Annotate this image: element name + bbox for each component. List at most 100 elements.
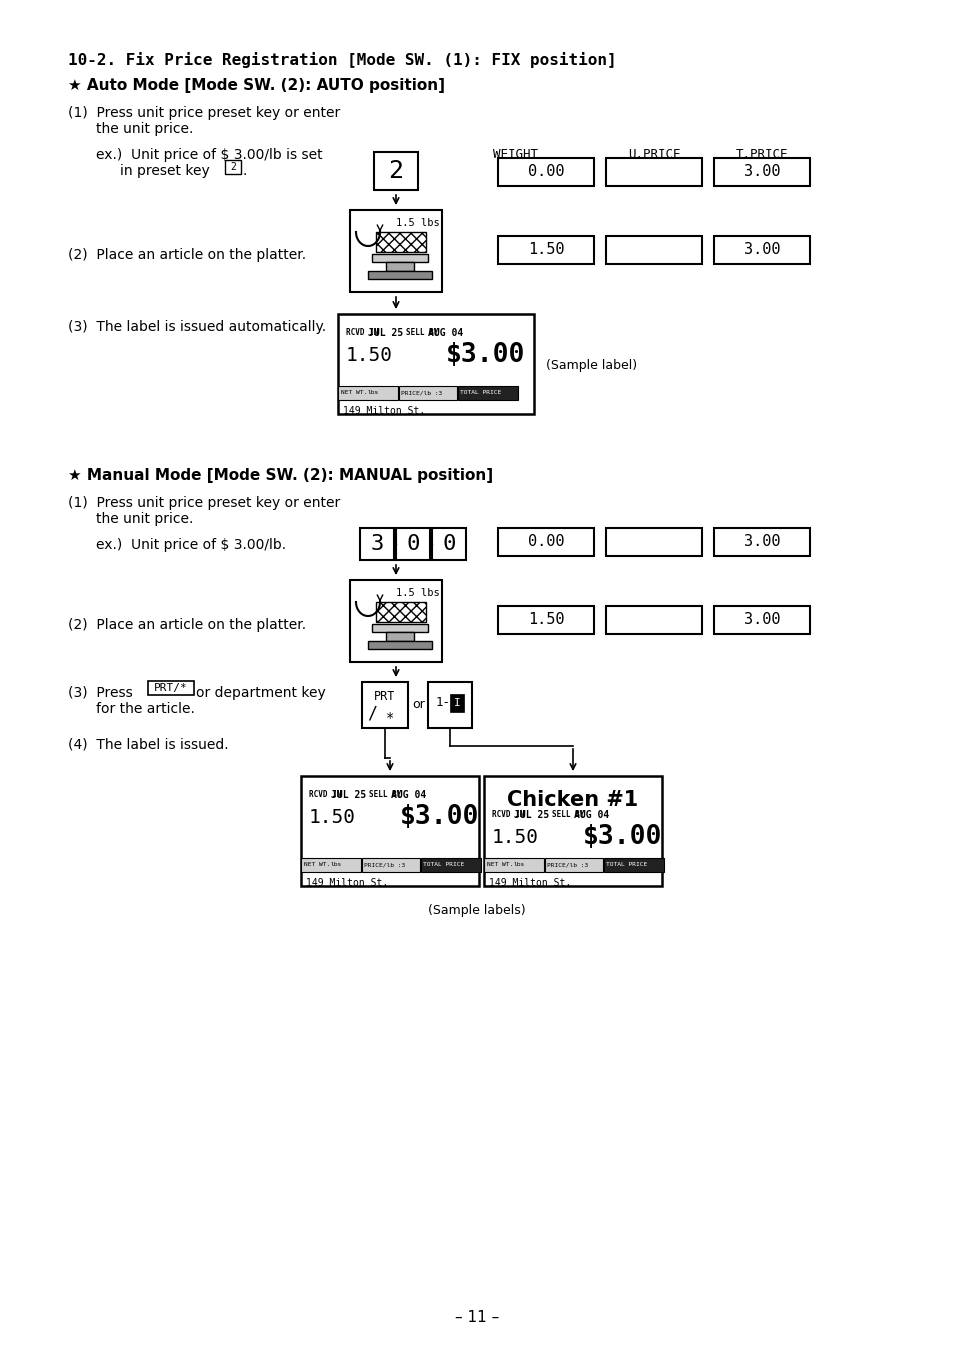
Text: TOTAL PRICE: TOTAL PRICE — [605, 863, 646, 868]
Bar — [375, 603, 426, 621]
Text: ★ Manual Mode [Mode SW. (2): MANUAL position]: ★ Manual Mode [Mode SW. (2): MANUAL posi… — [68, 468, 493, 483]
Bar — [497, 236, 594, 264]
Text: 3.00: 3.00 — [743, 612, 780, 628]
Bar — [605, 158, 701, 186]
Bar — [350, 210, 441, 293]
Bar — [395, 528, 430, 559]
Text: (2)  Place an article on the platter.: (2) Place an article on the platter. — [68, 248, 306, 262]
Text: 0: 0 — [406, 534, 419, 554]
Bar — [605, 607, 701, 634]
Text: Chicken #1: Chicken #1 — [507, 790, 638, 810]
Bar — [497, 607, 594, 634]
Text: JUL 25: JUL 25 — [514, 810, 549, 820]
Text: JUL 25: JUL 25 — [331, 790, 366, 799]
Text: 149 Milton St.: 149 Milton St. — [306, 878, 388, 888]
Text: 0.00: 0.00 — [527, 164, 563, 179]
Bar — [457, 386, 517, 400]
Text: ex.)  Unit price of $ 3.00/lb is set: ex.) Unit price of $ 3.00/lb is set — [96, 148, 322, 162]
Text: 1-: 1- — [436, 696, 451, 709]
Bar — [420, 857, 480, 872]
Text: 1.50: 1.50 — [346, 346, 393, 365]
Text: ★ Auto Mode [Mode SW. (2): AUTO position]: ★ Auto Mode [Mode SW. (2): AUTO position… — [68, 78, 444, 93]
Bar — [372, 624, 428, 632]
Bar — [713, 607, 809, 634]
Text: 1.5 lbs: 1.5 lbs — [395, 588, 439, 599]
Text: JUL 25: JUL 25 — [368, 328, 403, 338]
Text: 3.00: 3.00 — [743, 535, 780, 550]
Text: 3.00: 3.00 — [743, 243, 780, 257]
Bar — [544, 857, 602, 872]
Text: in preset key: in preset key — [120, 164, 210, 178]
Bar — [350, 580, 441, 662]
Text: (Sample labels): (Sample labels) — [428, 905, 525, 917]
Text: PRICE/lb :3: PRICE/lb :3 — [400, 391, 442, 395]
Text: SELL BY: SELL BY — [406, 328, 438, 337]
Bar — [713, 528, 809, 555]
Text: 2: 2 — [230, 162, 235, 173]
Text: AUG 04: AUG 04 — [428, 328, 463, 338]
Text: 149 Milton St.: 149 Milton St. — [489, 878, 571, 888]
Bar — [605, 236, 701, 264]
Text: (1)  Press unit price preset key or enter: (1) Press unit price preset key or enter — [68, 496, 340, 510]
Text: NET WT.: NET WT. — [340, 391, 367, 395]
Bar — [148, 681, 193, 696]
Bar — [603, 857, 663, 872]
Text: I: I — [453, 698, 460, 708]
Text: (2)  Place an article on the platter.: (2) Place an article on the platter. — [68, 617, 306, 632]
Text: 10-2. Fix Price Registration [Mode SW. (1): FIX position]: 10-2. Fix Price Registration [Mode SW. (… — [68, 53, 616, 67]
Text: (Sample label): (Sample label) — [545, 360, 637, 372]
Text: AUG 04: AUG 04 — [391, 790, 426, 799]
Text: TOTAL PRICE: TOTAL PRICE — [422, 863, 464, 868]
Text: /: / — [367, 705, 376, 723]
Text: PRT: PRT — [374, 689, 395, 702]
Text: *: * — [385, 710, 394, 725]
Bar — [483, 776, 661, 886]
Text: (1)  Press unit price preset key or enter: (1) Press unit price preset key or enter — [68, 106, 340, 120]
Text: PRICE/lb :3: PRICE/lb :3 — [364, 863, 405, 868]
Text: $3.00: $3.00 — [582, 824, 661, 851]
Bar — [225, 160, 241, 174]
Bar — [432, 528, 465, 559]
Text: 3.00: 3.00 — [743, 164, 780, 179]
Text: WEIGHT: WEIGHT — [493, 148, 537, 160]
Bar — [386, 262, 414, 271]
Bar — [428, 682, 472, 728]
Text: 1.50: 1.50 — [492, 828, 538, 847]
Bar — [386, 632, 414, 642]
Bar — [368, 642, 432, 648]
Text: 3: 3 — [370, 534, 383, 554]
Bar — [361, 682, 408, 728]
Text: (3)  Press: (3) Press — [68, 686, 132, 700]
Text: AUG 04: AUG 04 — [574, 810, 609, 820]
Bar — [368, 271, 432, 279]
Text: 1.50: 1.50 — [527, 243, 563, 257]
Text: RCVD IN: RCVD IN — [309, 790, 341, 799]
Text: the unit price.: the unit price. — [96, 512, 193, 526]
Bar — [372, 253, 428, 262]
Bar — [497, 158, 594, 186]
Text: NET WT.: NET WT. — [304, 863, 330, 868]
Bar — [713, 236, 809, 264]
Text: NET WT.: NET WT. — [486, 863, 513, 868]
Text: $3.00: $3.00 — [399, 803, 478, 830]
Text: lbs: lbs — [331, 863, 342, 868]
Bar — [375, 232, 426, 252]
Text: the unit price.: the unit price. — [96, 123, 193, 136]
Bar — [301, 857, 360, 872]
Text: 1.50: 1.50 — [527, 612, 563, 628]
Text: PRICE/lb :3: PRICE/lb :3 — [546, 863, 588, 868]
Bar — [359, 528, 394, 559]
Text: U.PRICE: U.PRICE — [627, 148, 679, 160]
Bar — [398, 386, 456, 400]
Text: ex.)  Unit price of $ 3.00/lb.: ex.) Unit price of $ 3.00/lb. — [96, 538, 286, 551]
Text: lbs: lbs — [368, 391, 379, 395]
Text: (4)  The label is issued.: (4) The label is issued. — [68, 737, 229, 752]
Text: lbs: lbs — [514, 863, 525, 868]
Text: 0.00: 0.00 — [527, 535, 563, 550]
Text: T.PRICE: T.PRICE — [735, 148, 787, 160]
Bar — [483, 857, 543, 872]
Bar — [605, 528, 701, 555]
Bar — [361, 857, 419, 872]
Text: for the article.: for the article. — [96, 702, 194, 716]
Text: or: or — [412, 697, 424, 710]
